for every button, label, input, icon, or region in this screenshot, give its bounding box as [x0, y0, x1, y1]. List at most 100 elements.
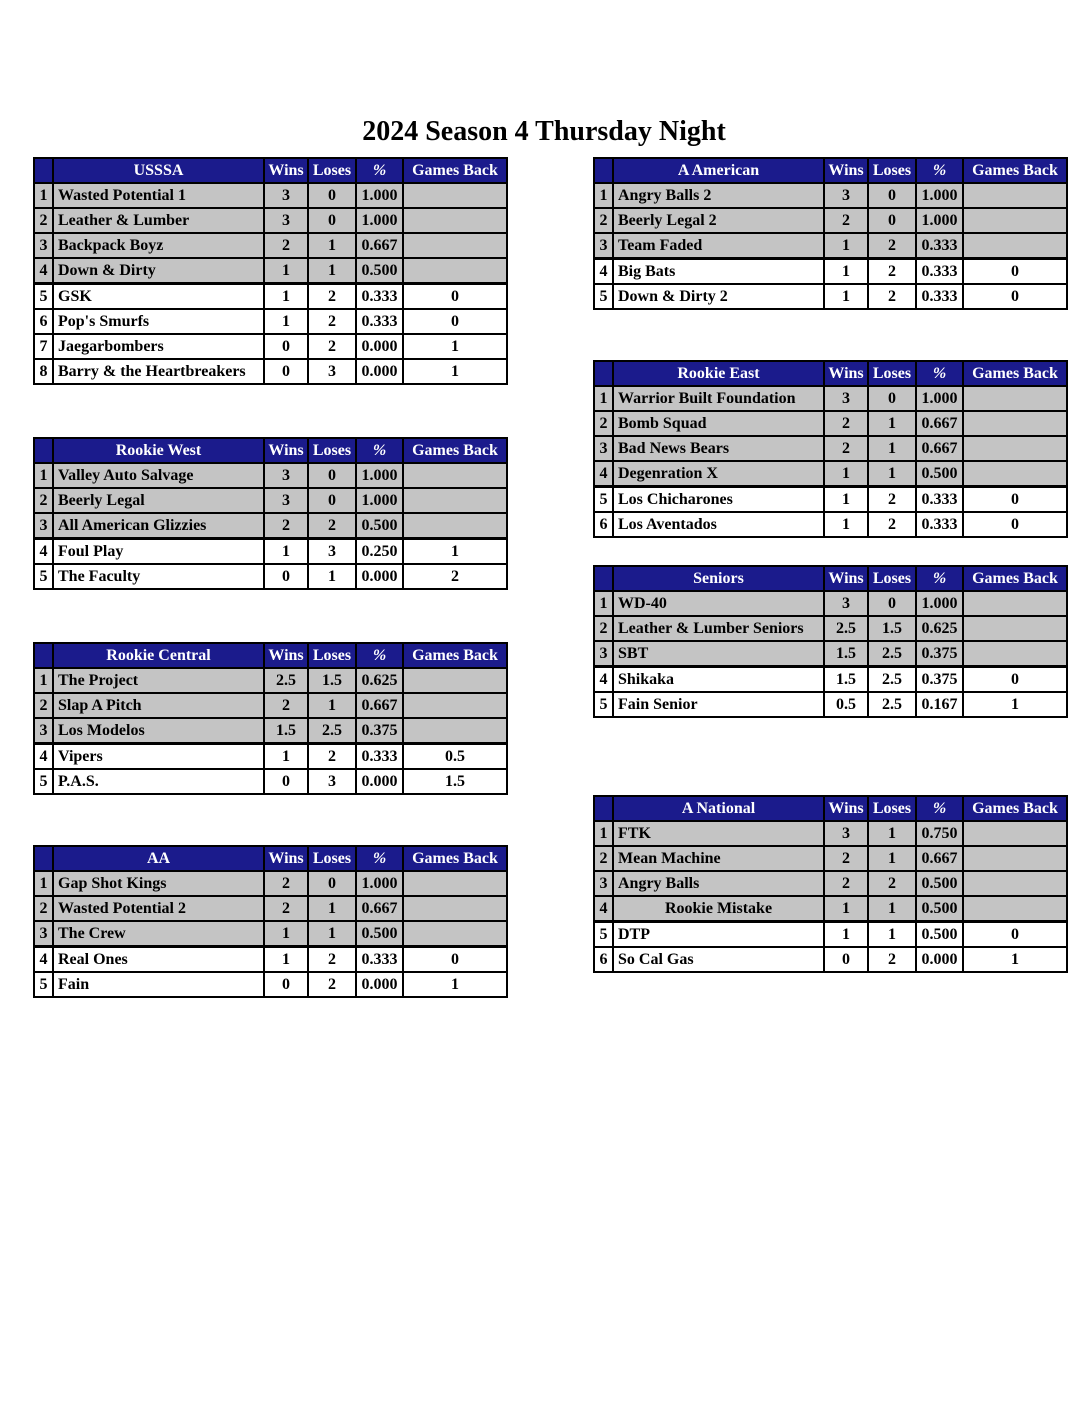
table-header-row: A American Wins Loses % Games Back — [593, 157, 1068, 184]
loses-cell: 1 — [867, 820, 917, 847]
wins-cell: 3 — [263, 462, 309, 489]
team-row: 3 SBT 1.5 2.5 0.375 — [593, 640, 1068, 668]
wins-cell: 3 — [823, 385, 869, 412]
wins-cell: 2 — [263, 232, 309, 259]
loses-cell: 0 — [867, 207, 917, 234]
team-row: 1 WD-40 3 0 1.000 — [593, 590, 1068, 617]
wins-cell: 1.5 — [823, 665, 869, 693]
games-back-cell: 0 — [962, 665, 1068, 693]
standings-table-rookie-east: Rookie East Wins Loses % Games Back 1 War… — [593, 360, 1068, 538]
rank-cell: 3 — [33, 717, 54, 745]
team-name-cell: Down & Dirty 2 — [612, 283, 825, 310]
pct-cell: 0.667 — [355, 895, 404, 922]
wins-cell: 2.5 — [263, 667, 309, 694]
wins-cell: 1.5 — [823, 640, 869, 668]
team-name-cell: Angry Balls 2 — [612, 182, 825, 209]
loses-cell: 1 — [867, 460, 917, 488]
league-title: A American — [612, 157, 825, 184]
pct-header: % — [355, 642, 404, 669]
loses-cell: 2 — [867, 485, 917, 513]
wins-cell: 3 — [263, 207, 309, 234]
loses-cell: 2.5 — [307, 717, 357, 745]
games-back-cell — [402, 487, 508, 514]
wins-cell: 3 — [823, 590, 869, 617]
games-back-cell — [402, 692, 508, 719]
games-back-cell: 0 — [962, 920, 1068, 948]
pct-cell: 0.375 — [915, 665, 964, 693]
team-row: 2 Beerly Legal 3 0 1.000 — [33, 487, 508, 514]
rank-cell: 3 — [593, 640, 614, 668]
rank-cell: 3 — [33, 232, 54, 259]
rank-cell: 4 — [33, 537, 54, 565]
loses-cell: 3 — [307, 358, 357, 385]
loses-cell: 0 — [867, 182, 917, 209]
pct-cell: 0.500 — [355, 512, 404, 540]
wins-header: Wins — [263, 845, 309, 872]
wins-cell: 1 — [823, 895, 869, 923]
wins-cell: 1 — [263, 308, 309, 335]
loses-cell: 2.5 — [867, 691, 917, 718]
games-back-cell — [402, 207, 508, 234]
pct-cell: 0.000 — [915, 946, 964, 973]
loses-cell: 2.5 — [867, 640, 917, 668]
rank-cell: 4 — [33, 257, 54, 285]
loses-header: Loses — [307, 642, 357, 669]
games-back-cell — [962, 207, 1068, 234]
wins-cell: 3 — [823, 182, 869, 209]
games-back-header: Games Back — [962, 795, 1068, 822]
league-title: A National — [612, 795, 825, 822]
pct-cell: 0.667 — [355, 232, 404, 259]
rank-cell: 2 — [593, 207, 614, 234]
wins-cell: 0 — [263, 358, 309, 385]
pct-cell: 0.333 — [355, 308, 404, 335]
team-name-cell: Fain Senior — [612, 691, 825, 718]
games-back-cell: 1 — [402, 358, 508, 385]
rank-cell: 1 — [33, 667, 54, 694]
loses-cell: 2 — [867, 870, 917, 897]
games-back-cell — [402, 870, 508, 897]
wins-cell: 3 — [263, 182, 309, 209]
team-name-cell: P.A.S. — [52, 768, 265, 795]
pct-header: % — [355, 437, 404, 464]
team-name-cell: Foul Play — [52, 537, 265, 565]
rank-cell: 8 — [33, 358, 54, 385]
games-back-cell: 0 — [962, 511, 1068, 538]
team-name-cell: Fain — [52, 971, 265, 998]
loses-cell: 0 — [307, 207, 357, 234]
loses-header: Loses — [307, 845, 357, 872]
wins-cell: 2 — [823, 845, 869, 872]
wins-cell: 1 — [823, 485, 869, 513]
team-row: 6 So Cal Gas 0 2 0.000 1 — [593, 946, 1068, 973]
pct-cell: 0.667 — [915, 845, 964, 872]
games-back-cell — [962, 820, 1068, 847]
pct-cell: 0.500 — [355, 257, 404, 285]
team-row: 3 Angry Balls 2 2 0.500 — [593, 870, 1068, 897]
pct-cell: 0.667 — [355, 692, 404, 719]
rank-cell: 3 — [33, 512, 54, 540]
wins-header: Wins — [263, 642, 309, 669]
games-back-cell — [402, 920, 508, 948]
loses-cell: 2 — [307, 308, 357, 335]
loses-cell: 0 — [307, 487, 357, 514]
wins-cell: 3 — [823, 820, 869, 847]
wins-header: Wins — [263, 437, 309, 464]
rank-header — [593, 565, 614, 592]
rank-cell: 4 — [33, 742, 54, 770]
games-back-cell: 1 — [402, 333, 508, 360]
wins-cell: 2 — [823, 435, 869, 462]
rank-cell: 1 — [593, 385, 614, 412]
team-row: 1 Warrior Built Foundation 3 0 1.000 — [593, 385, 1068, 412]
rank-header — [33, 157, 54, 184]
team-name-cell: GSK — [52, 282, 265, 310]
team-name-cell: Barry & the Heartbreakers — [52, 358, 265, 385]
standings-table-rookie-central: Rookie Central Wins Loses % Games Back 1… — [33, 642, 508, 795]
team-name-cell: So Cal Gas — [612, 946, 825, 973]
team-row: 6 Los Aventados 1 2 0.333 0 — [593, 511, 1068, 538]
wins-cell: 0 — [263, 971, 309, 998]
team-name-cell: Slap A Pitch — [52, 692, 265, 719]
team-row: 8 Barry & the Heartbreakers 0 3 0.000 1 — [33, 358, 508, 385]
rank-cell: 2 — [33, 895, 54, 922]
team-name-cell: Backpack Boyz — [52, 232, 265, 259]
team-row: 1 FTK 3 1 0.750 — [593, 820, 1068, 847]
games-back-cell: 1 — [402, 971, 508, 998]
